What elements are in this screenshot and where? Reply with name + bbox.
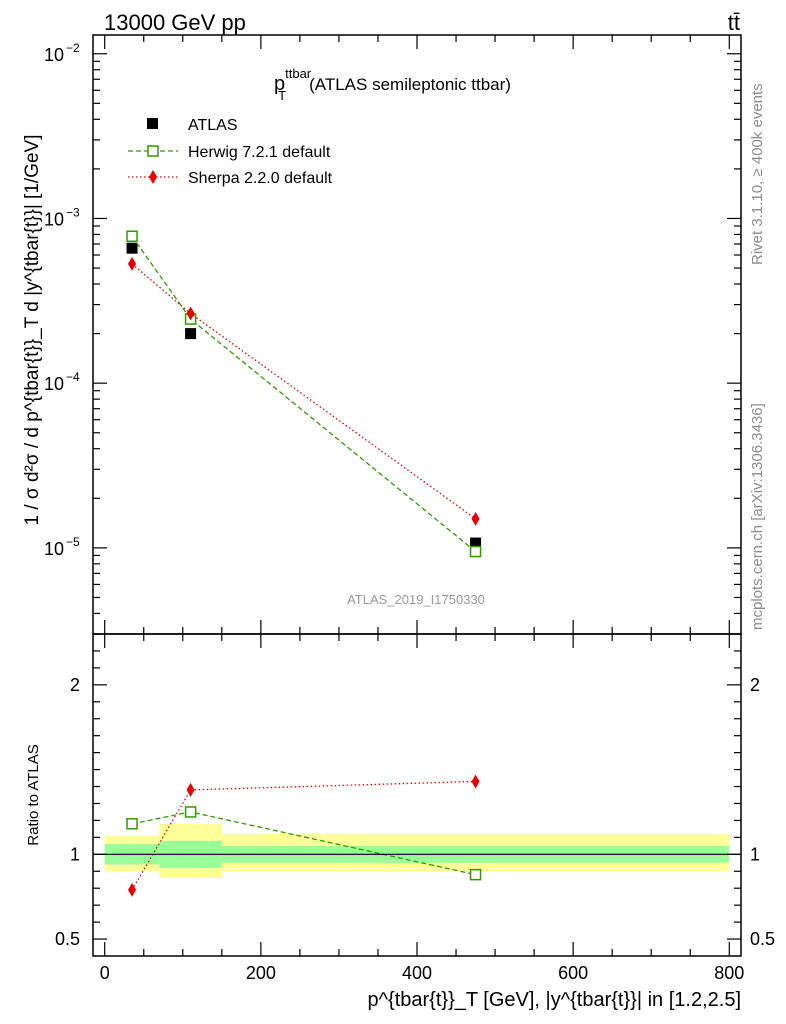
y-tick-label-ratio-right: 2 [750, 675, 760, 695]
herwig-point-ratio [184, 806, 197, 818]
y-tick-labels-main: 10−510−410−310−2 [44, 41, 80, 559]
atlas-data-point [126, 242, 138, 254]
herwig-point-main [469, 545, 482, 558]
y-tick-label-main-exponent: −4 [66, 370, 80, 384]
y-tick-label-main: 10 [44, 374, 64, 394]
legend-herwig-label: Herwig 7.2.1 default [188, 144, 331, 161]
sherpa-point-main [471, 511, 480, 526]
legend-sherpa-marker [149, 170, 157, 184]
x-tick-label: 200 [246, 963, 276, 983]
analysis-id: ATLAS_2019_I1750330 [347, 592, 485, 607]
legend-atlas-label: ATLAS [188, 117, 238, 134]
y-axis-label-main: 1 / σ d²σ / d p^{tbar{t}}_T d |y^{tbar{t… [22, 135, 43, 526]
ratio-uncertainty-bands [104, 823, 730, 879]
y-tick-label-ratio: 2 [70, 675, 80, 695]
sherpa-point-main [186, 306, 195, 321]
series-line-main-1 [131, 235, 476, 553]
legend-herwig-marker [147, 145, 159, 157]
x-tick-label: 0 [100, 963, 110, 983]
legend: ATLAS Herwig 7.2.1 default Sherpa 2.2.0 … [128, 117, 333, 187]
sherpa-point-main [128, 256, 137, 271]
y-tick-label-ratio-right: 1 [750, 844, 760, 864]
process-label: tt̄ [728, 10, 740, 35]
y-tick-label-main: 10 [44, 209, 64, 229]
sherpa-point-ratio [471, 774, 480, 789]
rivet-version-label: Rivet 3.1.10, ≥ 400k events [749, 83, 766, 265]
chart-title: pttbar T(ATLAS semileptonic ttbar) [274, 66, 511, 103]
ratio-panel-marks [126, 774, 482, 897]
mcplots-source-label: mcplots.cern.ch [arXiv:1306.3436] [749, 403, 766, 630]
x-axis-label: p^{tbar{t}}_T [GeV], |y^{tbar{t}}| in [1… [368, 989, 742, 1011]
x-tick-label: 400 [402, 963, 432, 983]
y-tick-label-main: 10 [44, 539, 64, 559]
atlas-data-point [185, 328, 197, 340]
herwig-point-main [126, 230, 138, 242]
y-tick-label-ratio: 1 [70, 844, 80, 864]
series-line-main-2 [131, 263, 476, 520]
x-tick-label: 800 [714, 963, 744, 983]
y-tick-label-main-exponent: −5 [66, 535, 80, 549]
y-tick-labels-ratio: 0.5 0.5 1 1 2 2 [55, 675, 775, 949]
energy-label: 13000 GeV pp [104, 10, 246, 35]
y-axis-label-ratio: Ratio to ATLAS [25, 744, 42, 845]
main-panel-marks [126, 230, 482, 558]
sherpa-point-ratio [186, 782, 195, 797]
x-tick-label: 600 [558, 963, 588, 983]
y-tick-label-ratio: 0.5 [55, 929, 80, 949]
y-tick-label-ratio-right: 0.5 [750, 929, 775, 949]
y-tick-label-main: 10 [44, 45, 64, 65]
atlas-data-point [470, 537, 482, 549]
sherpa-point-ratio [128, 882, 137, 897]
herwig-point-ratio [126, 818, 138, 830]
x-tick-labels: 0 200 400 600 800 [100, 963, 745, 983]
y-tick-label-main-exponent: −2 [66, 41, 80, 55]
herwig-point-ratio [469, 868, 482, 881]
legend-sherpa-label: Sherpa 2.2.0 default [188, 170, 333, 187]
legend-atlas-marker [147, 118, 158, 129]
axis-ticks [93, 35, 741, 956]
y-tick-label-main-exponent: −3 [66, 205, 80, 219]
